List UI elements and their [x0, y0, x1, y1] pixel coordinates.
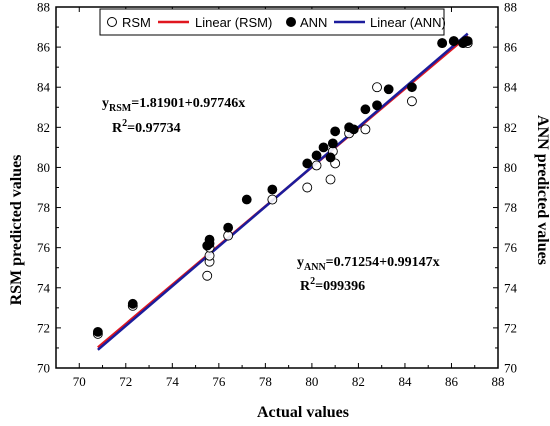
- x-tick-label: 82: [352, 374, 365, 389]
- rsm-point: [372, 82, 382, 93]
- ann-point: [437, 38, 448, 48]
- ann-point: [267, 184, 278, 195]
- ann-point: [383, 84, 394, 95]
- ann-point: [407, 82, 417, 93]
- x-tick-label: 72: [119, 374, 132, 389]
- rsm-point: [302, 182, 313, 193]
- ann-point: [318, 142, 329, 153]
- rsm-point: [267, 194, 278, 205]
- legend-linear-rsm-label: Linear (RSM): [195, 15, 272, 30]
- ann-point: [92, 326, 103, 337]
- plot-layer: [92, 32, 473, 351]
- ann-point: [348, 124, 359, 135]
- y2-tick-label: 88: [504, 0, 517, 15]
- y2-tick-label: 86: [504, 40, 518, 55]
- y2-tick-label: 72: [504, 320, 517, 335]
- y2-tick-label: 82: [504, 120, 517, 135]
- legend-linear-ann-label: Linear (ANN): [370, 15, 446, 30]
- rsm-point: [325, 174, 336, 185]
- legend-box: [99, 8, 445, 36]
- x-tick-label: 78: [259, 374, 272, 389]
- y2-tick-label: 76: [504, 240, 518, 255]
- y-tick-label: 74: [37, 280, 51, 295]
- y2-tick-label: 70: [504, 361, 517, 376]
- x-tick-label: 86: [445, 374, 459, 389]
- y-tick-label: 76: [37, 240, 51, 255]
- legend-rsm-label: RSM: [122, 15, 151, 30]
- y2-tick-label: 84: [504, 80, 518, 95]
- plot-frame: [55, 6, 499, 369]
- ann-point: [327, 138, 338, 149]
- regression-line-ann: [97, 32, 469, 351]
- y-tick-label: 88: [37, 0, 50, 15]
- y-tick-label: 82: [37, 120, 50, 135]
- y-tick-label: 84: [37, 80, 51, 95]
- rsm-r-squared: R2=0.97734: [112, 118, 181, 136]
- ann-point: [462, 36, 473, 46]
- ann-point: [372, 100, 382, 111]
- x-tick-label: 76: [212, 374, 226, 389]
- y2-axis-title: ANN predicted values: [534, 115, 550, 265]
- x-tick-label: 74: [166, 374, 180, 389]
- ann-equation: yANN=0.71254+0.99147x: [297, 255, 440, 273]
- legend-ann-marker: [286, 17, 296, 27]
- y-tick-label: 70: [37, 361, 50, 376]
- y-tick-label: 80: [37, 160, 50, 175]
- ann-point: [302, 158, 313, 169]
- rsm-equation: yRSM=1.81901+0.97746x: [102, 96, 245, 114]
- y-axis-title: RSM predicted values: [8, 155, 25, 306]
- rsm-point: [202, 270, 213, 281]
- legend-ann-label: ANN: [300, 15, 327, 30]
- x-tick-label: 84: [398, 374, 412, 389]
- legend: RSM Linear (RSM) ANN Linear (ANN): [99, 8, 446, 36]
- ann-point: [241, 194, 252, 205]
- x-tick-label: 80: [305, 374, 318, 389]
- y2-tick-label: 80: [504, 160, 517, 175]
- ann-point: [127, 298, 138, 309]
- ann-r-squared: R2=099396: [300, 276, 365, 294]
- x-tick-label: 70: [73, 374, 86, 389]
- y2-tick-label: 78: [504, 200, 517, 215]
- y2-tick-label: 74: [504, 280, 518, 295]
- ann-point: [223, 222, 234, 233]
- legend-rsm-marker: [107, 17, 117, 27]
- ann-point: [325, 152, 336, 163]
- x-axis-title: Actual values: [257, 404, 349, 421]
- ann-point: [360, 104, 371, 115]
- rsm-point: [406, 96, 417, 107]
- ann-point: [311, 150, 322, 161]
- y-tick-label: 78: [37, 200, 50, 215]
- ann-point: [204, 234, 215, 245]
- ann-point: [448, 36, 459, 46]
- rsm-point: [311, 160, 322, 171]
- ann-point: [330, 126, 341, 137]
- rsm-point: [360, 124, 371, 135]
- x-tick-label: 88: [492, 374, 505, 389]
- y-tick-label: 86: [37, 40, 51, 55]
- y-tick-label: 72: [37, 320, 50, 335]
